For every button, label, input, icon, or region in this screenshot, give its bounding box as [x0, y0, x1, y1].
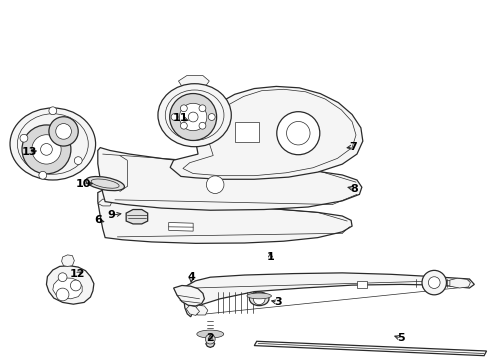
Polygon shape — [193, 305, 207, 315]
Polygon shape — [98, 148, 361, 210]
Polygon shape — [178, 76, 209, 86]
Circle shape — [56, 123, 71, 139]
Ellipse shape — [249, 292, 268, 306]
Circle shape — [188, 112, 198, 122]
Ellipse shape — [165, 90, 224, 140]
Circle shape — [199, 122, 205, 129]
Circle shape — [74, 157, 82, 165]
Circle shape — [200, 123, 208, 131]
Text: 11: 11 — [173, 113, 188, 123]
Circle shape — [171, 113, 178, 121]
Circle shape — [49, 117, 78, 146]
Circle shape — [22, 125, 71, 174]
Circle shape — [169, 94, 216, 140]
Polygon shape — [61, 255, 74, 266]
Polygon shape — [20, 118, 44, 130]
Text: 4: 4 — [187, 272, 195, 282]
Text: 12: 12 — [69, 269, 85, 279]
Circle shape — [208, 113, 215, 121]
Text: 5: 5 — [396, 333, 404, 343]
Circle shape — [180, 105, 187, 112]
Circle shape — [41, 144, 52, 155]
Ellipse shape — [86, 176, 124, 191]
Text: 1: 1 — [266, 252, 274, 262]
Polygon shape — [186, 305, 199, 315]
Text: 2: 2 — [206, 333, 214, 343]
Ellipse shape — [197, 330, 224, 338]
Circle shape — [179, 103, 206, 131]
Polygon shape — [254, 341, 486, 356]
Polygon shape — [168, 222, 193, 231]
Ellipse shape — [10, 108, 96, 180]
Polygon shape — [356, 281, 366, 288]
Ellipse shape — [158, 84, 231, 147]
Text: 9: 9 — [107, 210, 115, 220]
Text: 13: 13 — [21, 147, 37, 157]
Polygon shape — [173, 285, 204, 306]
Circle shape — [276, 112, 319, 155]
Polygon shape — [98, 199, 111, 206]
Circle shape — [206, 176, 224, 193]
Circle shape — [20, 134, 28, 142]
Circle shape — [205, 334, 215, 344]
Polygon shape — [234, 122, 259, 142]
Circle shape — [253, 293, 264, 305]
Circle shape — [421, 270, 446, 295]
Text: 10: 10 — [75, 179, 91, 189]
Circle shape — [56, 288, 69, 301]
Circle shape — [70, 280, 81, 291]
Polygon shape — [98, 190, 351, 243]
Polygon shape — [449, 278, 469, 288]
Circle shape — [32, 135, 61, 164]
Circle shape — [180, 122, 187, 129]
Circle shape — [286, 121, 309, 145]
Ellipse shape — [246, 293, 271, 299]
Ellipse shape — [18, 114, 88, 174]
Text: 3: 3 — [273, 297, 281, 307]
Circle shape — [427, 277, 439, 288]
Text: 6: 6 — [94, 215, 102, 225]
Text: 8: 8 — [349, 184, 357, 194]
Circle shape — [199, 105, 205, 112]
Polygon shape — [170, 86, 362, 179]
Polygon shape — [183, 273, 473, 317]
Circle shape — [58, 273, 67, 282]
Polygon shape — [205, 340, 214, 347]
Polygon shape — [126, 210, 147, 224]
Polygon shape — [53, 278, 82, 299]
Circle shape — [39, 171, 46, 179]
Polygon shape — [46, 266, 94, 304]
Circle shape — [49, 107, 57, 114]
Text: 7: 7 — [348, 142, 356, 152]
